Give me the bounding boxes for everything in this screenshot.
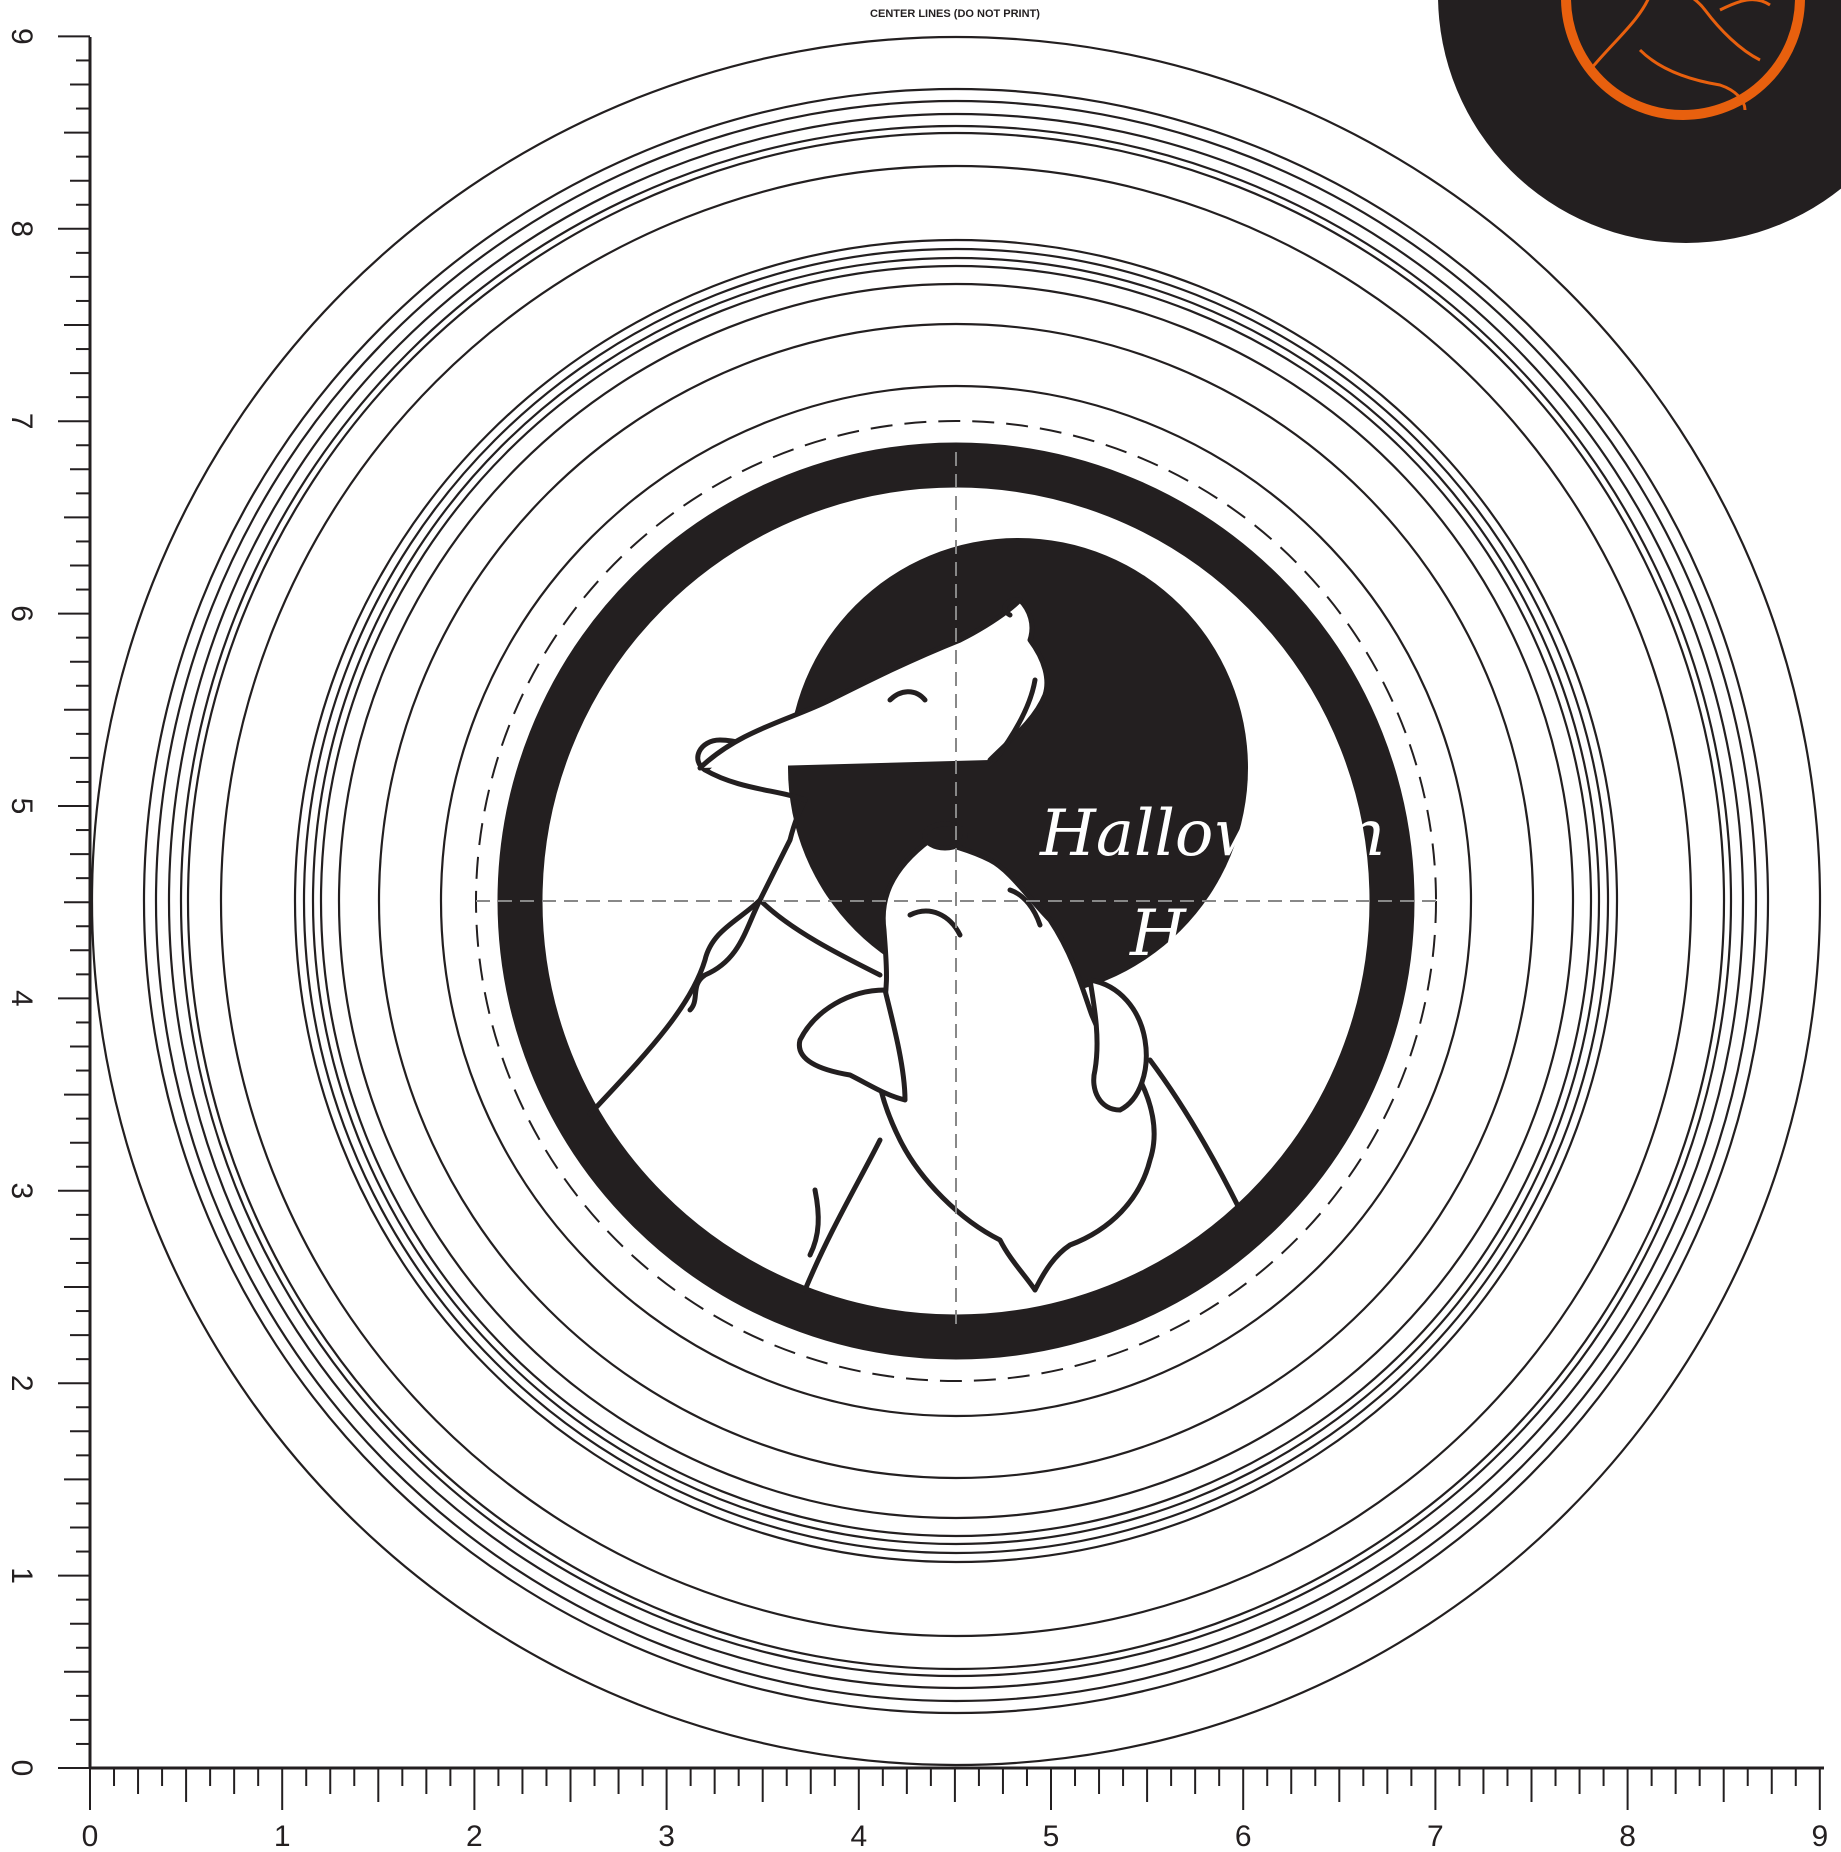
record-ring bbox=[319, 264, 1593, 1538]
record-ring bbox=[186, 131, 1726, 1671]
ruler-label-x: 2 bbox=[466, 1820, 483, 1852]
record-ring bbox=[302, 247, 1610, 1555]
record-rings bbox=[90, 35, 1822, 1767]
ruler-label-y: 7 bbox=[5, 413, 38, 430]
left-ruler: 0 1 2 3 4 5 6 7 8 9 bbox=[5, 28, 92, 1777]
ruler-label-y: 1 bbox=[5, 1567, 38, 1584]
ruler-label-y: 3 bbox=[5, 1182, 38, 1199]
title-halloween: Halloween bbox=[1039, 797, 1385, 871]
record-ring bbox=[337, 282, 1575, 1520]
center-lines bbox=[476, 452, 1436, 1332]
ruler-label-x: 1 bbox=[274, 1820, 291, 1852]
ruler-label-x: 3 bbox=[658, 1820, 675, 1852]
ruler-label-y: 8 bbox=[5, 220, 38, 237]
ruler-label-y: 9 bbox=[5, 28, 38, 45]
bottom-ruler: 0 1 2 3 4 5 6 7 8 9 bbox=[82, 1766, 1828, 1852]
record-ring bbox=[154, 99, 1758, 1703]
ruler-label-y: 2 bbox=[5, 1375, 38, 1392]
ruler-label-y: 4 bbox=[5, 990, 38, 1007]
record-ring bbox=[142, 87, 1770, 1715]
ruler-label-x: 8 bbox=[1619, 1820, 1636, 1852]
title-howl: Howl bbox=[1129, 897, 1300, 971]
howling-wolves-icon bbox=[587, 597, 1243, 1293]
record-ring bbox=[179, 124, 1733, 1678]
ruler-label-y: 5 bbox=[5, 798, 38, 815]
ruler-label-x: 5 bbox=[1043, 1820, 1060, 1852]
record-ring bbox=[90, 35, 1822, 1767]
ruler-label-x: 6 bbox=[1235, 1820, 1252, 1852]
ruler-label-x: 4 bbox=[850, 1820, 867, 1852]
record-ring bbox=[219, 164, 1693, 1638]
ruler-label-y: 6 bbox=[5, 605, 38, 622]
ruler-label-y: 0 bbox=[5, 1760, 38, 1777]
record-ring bbox=[167, 112, 1745, 1690]
ruler-label-x: 0 bbox=[82, 1820, 99, 1852]
record-ring bbox=[311, 256, 1601, 1546]
center-lines-note: CENTER LINES (DO NOT PRINT) bbox=[870, 8, 1040, 20]
record-ring bbox=[439, 384, 1473, 1418]
record-ring bbox=[293, 238, 1619, 1564]
record-ring bbox=[377, 322, 1535, 1480]
ruler-label-x: 9 bbox=[1811, 1820, 1828, 1852]
orange-badge-preview-icon bbox=[1438, 0, 1841, 243]
ruler-label-x: 7 bbox=[1427, 1820, 1444, 1852]
